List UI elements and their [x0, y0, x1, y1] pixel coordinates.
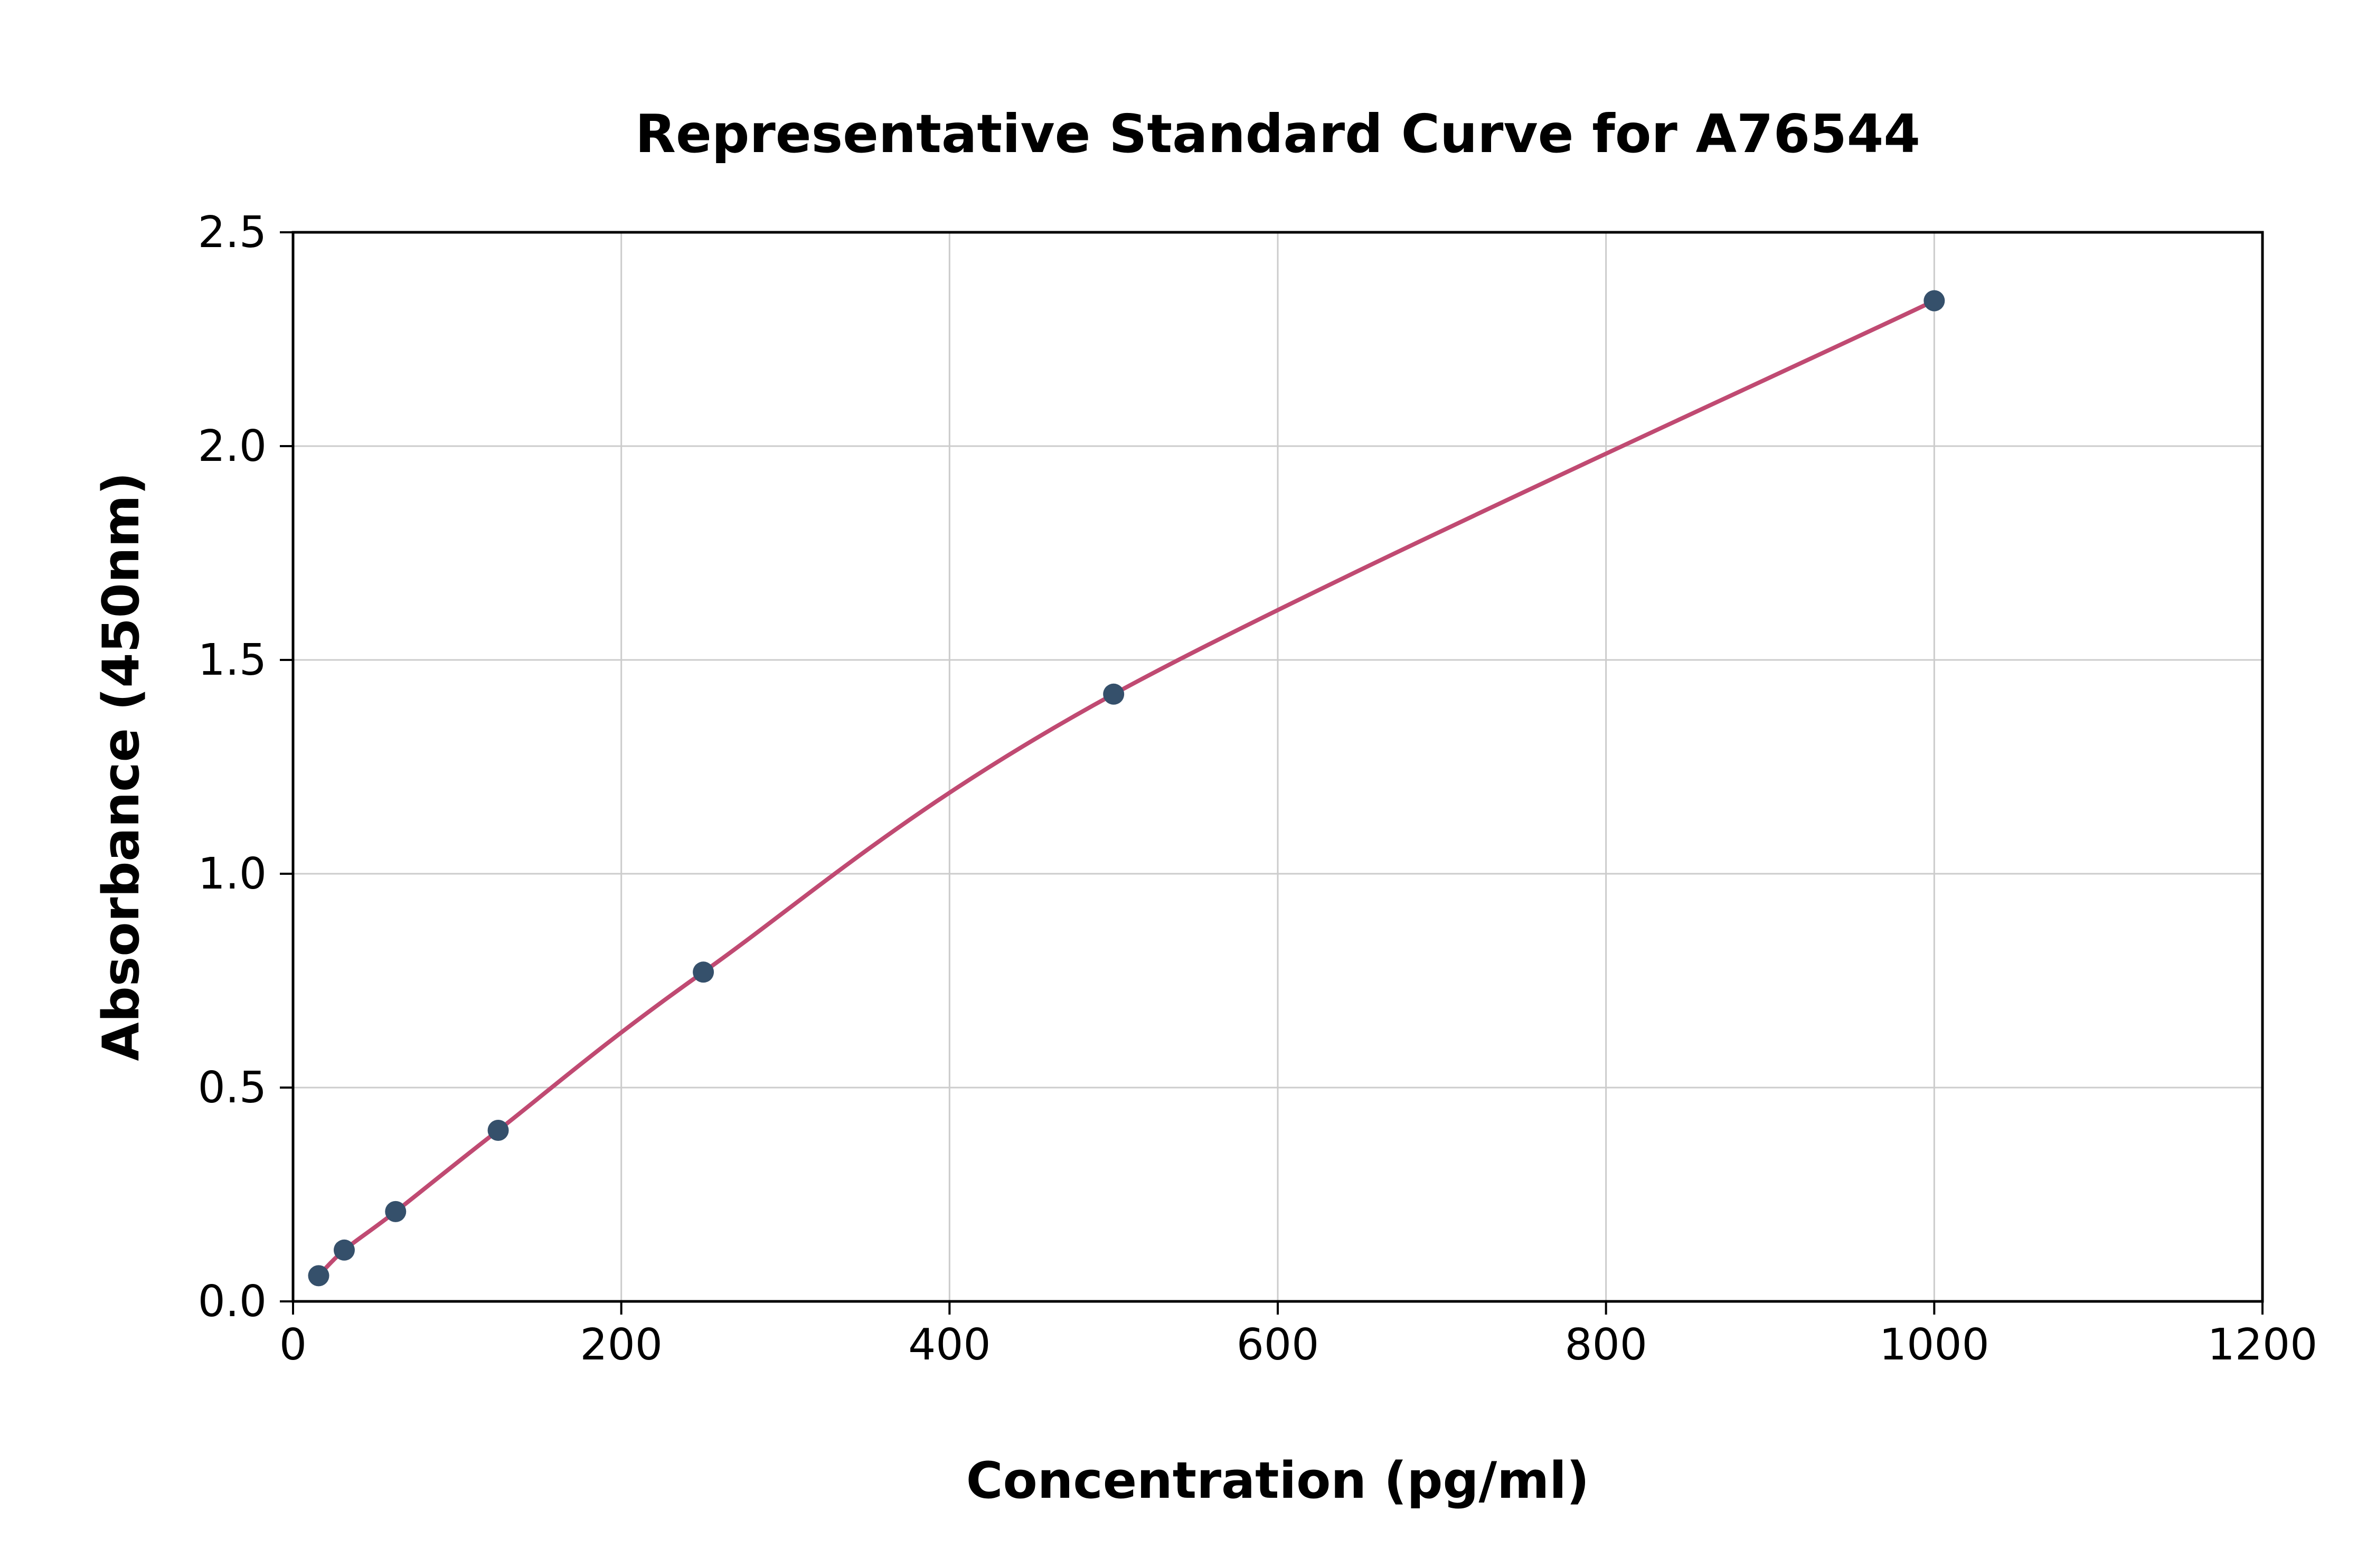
x-axis-label: Concentration (pg/ml) [966, 1452, 1590, 1510]
y-tick-label: 0.5 [198, 1063, 267, 1113]
data-point [333, 1239, 355, 1261]
x-tick-label: 800 [1564, 1320, 1647, 1370]
x-tick-label: 1200 [2208, 1320, 2318, 1370]
plot-border [291, 231, 2264, 1303]
standard-curve-line [316, 298, 1937, 1278]
y-axis-label: Absorbance (450nm) [92, 472, 150, 1061]
plot-area: 0 200 400 600 800 1000 1200 0.0 0.5 1.0 1.5 2.0 2.5 [198, 207, 2318, 1370]
y-tick-label: 0.0 [198, 1277, 267, 1327]
x-tick-label: 600 [1237, 1320, 1319, 1370]
x-tick-label: 0 [279, 1320, 307, 1370]
data-point [487, 1120, 509, 1141]
y-tick-label: 2.5 [198, 207, 267, 258]
x-tick-label: 200 [580, 1320, 663, 1370]
data-point [1924, 290, 1945, 311]
y-tick-label: 2.0 [198, 421, 267, 471]
data-point [1103, 683, 1125, 705]
chart-title: Representative Standard Curve for A76544 [635, 103, 1920, 165]
data-point [693, 961, 714, 983]
x-tick-label: 1000 [1879, 1320, 1990, 1370]
y-tick-label: 1.5 [198, 635, 267, 685]
data-point [385, 1201, 407, 1222]
y-tick-label: 1.0 [198, 849, 267, 899]
x-tick-label: 400 [908, 1320, 991, 1370]
data-point [308, 1265, 329, 1287]
